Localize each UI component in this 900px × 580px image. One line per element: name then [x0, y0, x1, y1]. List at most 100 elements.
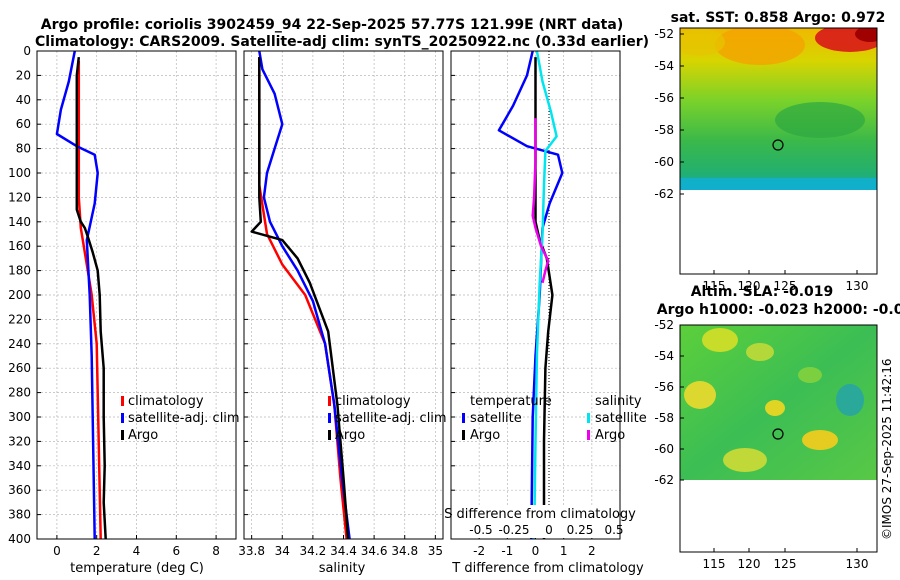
s-tick-label: -0.25 [498, 523, 529, 537]
x-tick-label: 6 [172, 544, 180, 558]
salinity-panel: 33.8 34 34.2 34.4 34.6 34.8 35 salinity climat… [238, 50, 447, 576]
map-x-tick-label: 115 [703, 557, 726, 571]
legend-label-argo: Argo [335, 428, 365, 443]
difference-legend: temperature satellite Argo salinity sate… [462, 394, 647, 443]
y-tick-label: 160 [8, 239, 31, 253]
series-climatology [258, 57, 348, 539]
legend-label-climatology: climatology [335, 394, 411, 409]
series-satellite-adj-clim [55, 51, 99, 539]
map-x-tick-label: 120 [738, 557, 761, 571]
x-tick-label: -1 [501, 544, 513, 558]
map-y-tick-label: -60 [654, 442, 674, 456]
s-tick-label: 0.5 [604, 523, 623, 537]
s-difference-ticks: -0.5 -0.25 0 0.25 0.5 [469, 523, 623, 537]
y-tick-label: 20 [16, 68, 31, 82]
sst-hottest-patch [855, 28, 877, 42]
y-tick-label: 40 [16, 93, 31, 107]
sst-no-data [680, 190, 877, 274]
sst-map-title: sat. SST: 0.858 Argo: 0.972 [671, 10, 886, 26]
sla-frame [679, 324, 878, 553]
legend-label-argo: Argo [128, 428, 158, 443]
map-y-tick-label: -56 [654, 380, 674, 394]
difference-ticks: -2 -1 0 1 2 [451, 50, 596, 558]
legend-label-t-argo: Argo [470, 428, 500, 443]
y-tick-label: 60 [16, 117, 31, 131]
series-argo [250, 57, 350, 539]
legend-swatch-climatology [328, 396, 331, 406]
series-t-satellite [497, 51, 564, 539]
temperature-legend: climatology satellite-adj. clim Argo [121, 394, 240, 443]
sla-blob [723, 448, 767, 472]
map-x-tick-label: 130 [846, 557, 869, 571]
y-tick-label: 180 [8, 264, 31, 278]
map-y-tick-label: -62 [654, 187, 674, 201]
x-tick-label: 2 [588, 544, 596, 558]
temperature-ticks: 0204060801001201401601802002202402602803… [8, 44, 220, 558]
y-tick-label: 140 [8, 215, 31, 229]
x-tick-label: 34.2 [300, 544, 327, 558]
title-line-1: Argo profile: coriolis 3902459_94 22-Sep… [41, 17, 623, 33]
x-tick-label: 34 [275, 544, 290, 558]
x-tick-label: -2 [473, 544, 485, 558]
argo-location-marker [772, 428, 784, 440]
sst-warm-patch [715, 28, 805, 65]
series-s-argo [531, 118, 550, 284]
x-tick-label: 2 [93, 544, 101, 558]
sla-blob [798, 367, 822, 383]
salinity-xlabel: salinity [319, 561, 366, 576]
sst-green-patch [775, 102, 865, 138]
temperature-panel: 0204060801001201401601802002202402602803… [8, 44, 240, 576]
y-tick-label: 220 [8, 312, 31, 326]
argo-location-marker [772, 139, 784, 151]
salinity-legend: climatology satellite-adj. clim Argo [328, 394, 447, 443]
x-tick-label: 35 [428, 544, 443, 558]
temperature-series [55, 51, 107, 539]
y-tick-label: 100 [8, 166, 31, 180]
legend-title-temperature: temperature [470, 394, 552, 409]
map-y-tick-label: -54 [654, 59, 674, 73]
s-tick-label: 0.25 [567, 523, 594, 537]
x-tick-label: 33.8 [238, 544, 265, 558]
legend-swatch-satellite [328, 413, 331, 423]
difference-series [497, 51, 564, 539]
sst-yellow-patch [680, 28, 725, 56]
y-tick-label: 120 [8, 190, 31, 204]
legend-swatch-t-argo [462, 430, 465, 440]
sla-map-subtitle: Argo h1000: -0.023 h2000: -0.04 [657, 302, 900, 318]
sla-blob [836, 384, 864, 416]
temperature-grid [37, 50, 236, 540]
x-tick-label: 0 [53, 544, 61, 558]
map-y-tick-label: -62 [654, 473, 674, 487]
x-tick-label: 8 [212, 544, 220, 558]
y-tick-label: 340 [8, 459, 31, 473]
s-axis-backdrop [452, 505, 619, 538]
sst-map: sat. SST: 0.858 Argo: 0.972 -52 -54 -56 -58… [654, 10, 885, 293]
sst-ticks: -52 -54 -56 -58 -60 -62 115 120 125 130 [654, 27, 868, 293]
difference-panel: -2 -1 0 1 2 S difference from climatology -0… [444, 50, 647, 576]
y-tick-label: 260 [8, 361, 31, 375]
x-tick-label: 34.6 [361, 544, 388, 558]
map-y-tick-label: -54 [654, 349, 674, 363]
y-tick-label: 380 [8, 508, 31, 522]
legend-label-s-satellite: satellite [595, 411, 647, 426]
legend-swatch-satellite [121, 413, 124, 423]
x-tick-label: 0 [532, 544, 540, 558]
map-y-tick-label: -52 [654, 27, 674, 41]
legend-label-climatology: climatology [128, 394, 204, 409]
map-y-tick-label: -58 [654, 123, 674, 137]
salinity-ticks: 33.8 34 34.2 34.4 34.6 34.8 35 [238, 50, 443, 558]
legend-swatch-argo [121, 430, 124, 440]
sst-frame [679, 27, 878, 275]
map-x-tick-label: 115 [703, 279, 726, 293]
legend-swatch-climatology [121, 396, 124, 406]
y-tick-label: 400 [8, 532, 31, 546]
legend-swatch-s-argo [587, 430, 590, 440]
series-t-argo [534, 57, 554, 539]
legend-label-t-satellite: satellite [470, 411, 522, 426]
map-y-tick-label: -52 [654, 318, 674, 332]
map-y-tick-label: -58 [654, 411, 674, 425]
s-difference-xlabel: S difference from climatology [444, 507, 636, 522]
series-satellite-adj-clim [258, 51, 351, 539]
y-tick-label: 300 [8, 410, 31, 424]
t-difference-xlabel: T difference from climatology [451, 561, 644, 576]
